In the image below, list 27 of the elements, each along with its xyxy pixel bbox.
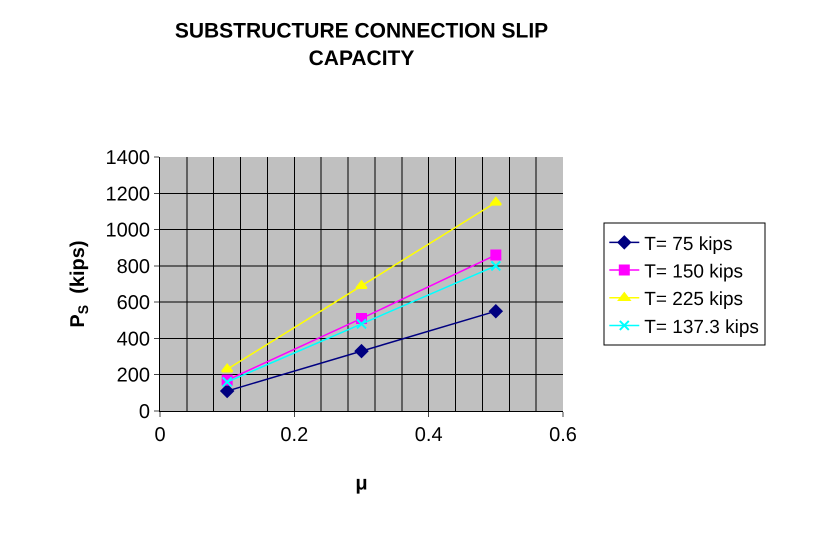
x-tick-label: 0.2 — [280, 424, 308, 446]
point — [354, 344, 368, 358]
y-tick-label: 1200 — [106, 183, 150, 206]
x-axis-title: μ — [355, 472, 368, 494]
y-tick-label: 600 — [116, 292, 150, 314]
y-tick-label: 0 — [138, 401, 150, 423]
point — [356, 318, 367, 330]
point — [355, 280, 368, 290]
y-tick-label: 1400 — [106, 147, 150, 169]
y-tick-label: 200 — [116, 364, 150, 387]
legend-label: T= 75 kips — [644, 234, 732, 255]
y-tick-label: 400 — [116, 328, 150, 350]
y-tick-label: 800 — [116, 256, 150, 278]
legend-label: T= 225 kips — [644, 289, 744, 310]
chart-title: SUBSTRUCTURE CONNECTION SLIP CAPACITY — [174, 20, 548, 70]
y-tick-label: 1000 — [106, 220, 150, 242]
x-tick-label: 0.6 — [549, 424, 577, 446]
point — [490, 196, 502, 206]
point — [220, 364, 234, 373]
point — [220, 384, 234, 398]
legend-label: T= 150 kips — [644, 261, 744, 282]
x-tick-label: 0 — [154, 424, 166, 446]
legend-label: T= 137.3 kips — [644, 316, 759, 338]
x-tick-label: 0.4 — [414, 424, 443, 446]
point — [490, 249, 502, 260]
point — [490, 260, 502, 272]
point — [488, 304, 503, 318]
